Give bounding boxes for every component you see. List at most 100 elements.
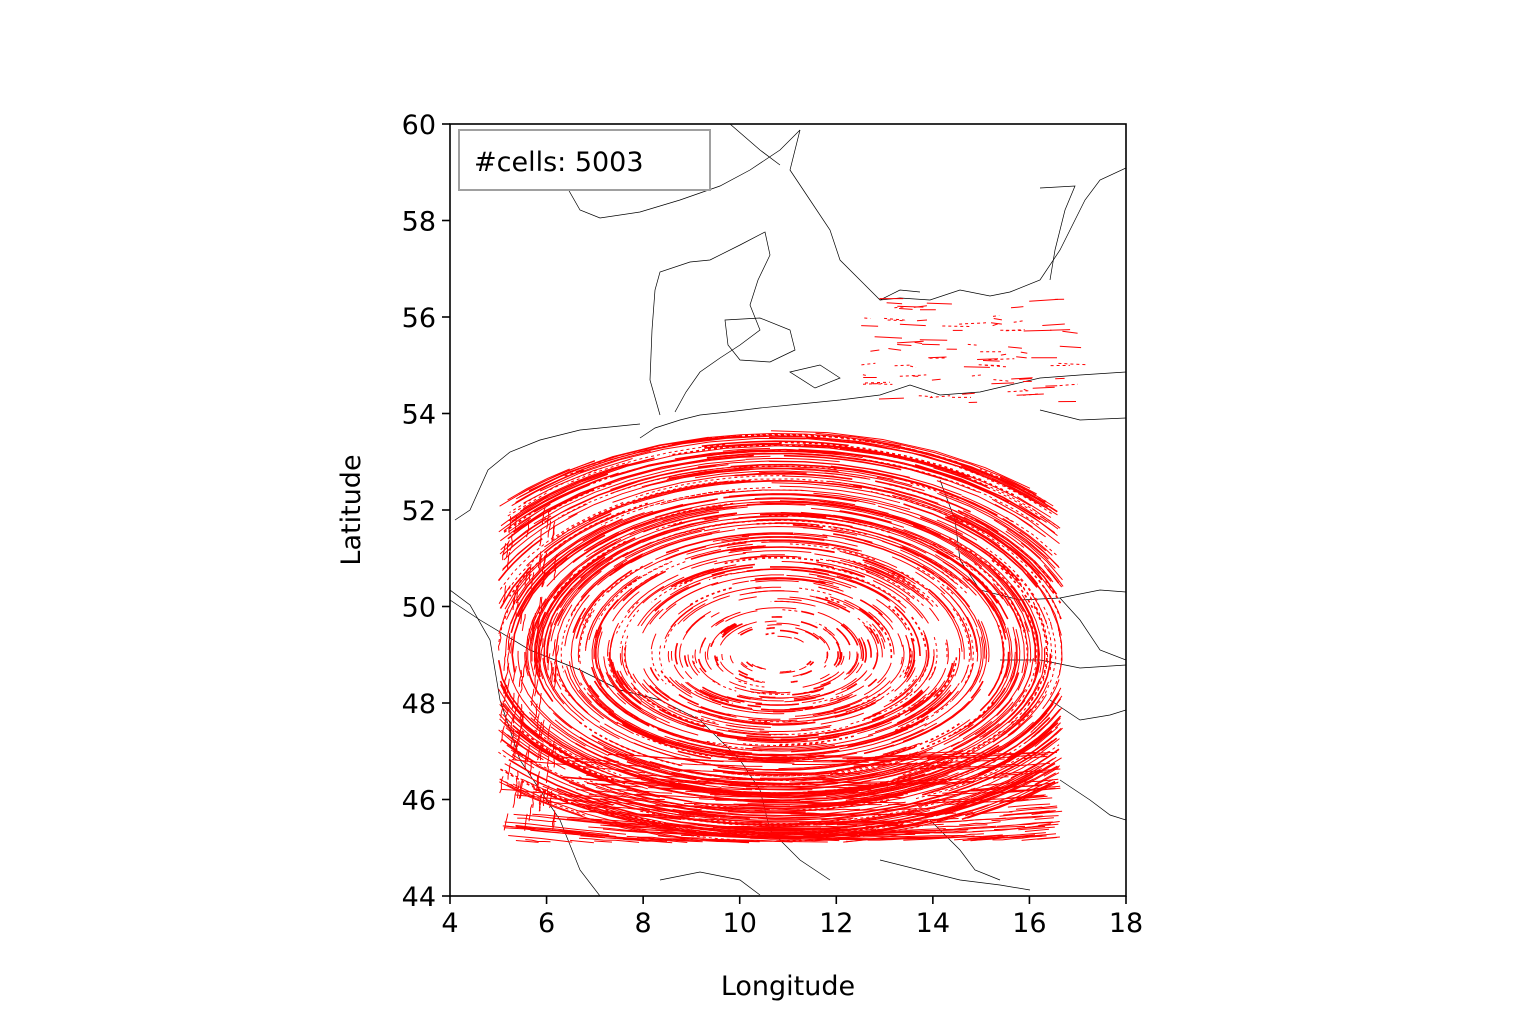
cell-track bbox=[928, 690, 950, 710]
cell-track bbox=[542, 508, 545, 525]
coastline-path bbox=[1060, 780, 1126, 820]
y-tick-label: 46 bbox=[402, 786, 436, 817]
cell-track bbox=[740, 629, 752, 635]
cell-track bbox=[1033, 387, 1055, 388]
cell-track bbox=[922, 344, 940, 345]
cell-track bbox=[894, 307, 905, 308]
cell-track bbox=[750, 689, 776, 692]
cell-track bbox=[553, 639, 556, 656]
cell-track bbox=[927, 303, 952, 304]
cell-track bbox=[748, 705, 761, 707]
cell-track bbox=[1014, 321, 1023, 322]
cell-track bbox=[917, 320, 927, 321]
cell-track bbox=[825, 790, 871, 791]
cell-track bbox=[993, 324, 998, 326]
cell-track bbox=[895, 607, 920, 656]
cell-track bbox=[1021, 352, 1028, 353]
cell-track bbox=[699, 659, 706, 672]
y-axis-ticks: 444648505254565860 bbox=[402, 110, 450, 913]
cell-track bbox=[1062, 331, 1077, 333]
cell-track bbox=[721, 662, 734, 675]
cell-track bbox=[766, 633, 775, 634]
cell-track bbox=[946, 643, 947, 657]
cell-track bbox=[499, 634, 501, 651]
x-tick-label: 12 bbox=[819, 908, 853, 939]
cell-track bbox=[700, 638, 706, 654]
cell-track bbox=[759, 472, 807, 473]
cell-track bbox=[543, 658, 564, 704]
coastline-path bbox=[1060, 598, 1126, 660]
cell-track bbox=[651, 634, 656, 650]
cell-track bbox=[929, 668, 946, 694]
cell-track bbox=[711, 613, 719, 618]
cell-track bbox=[951, 834, 984, 836]
cell-track bbox=[979, 365, 1001, 366]
cell-track bbox=[792, 689, 823, 695]
cell-track bbox=[625, 645, 636, 683]
cell-track bbox=[756, 581, 799, 582]
cell-track bbox=[929, 636, 937, 680]
cell-track bbox=[756, 704, 800, 705]
plot-area bbox=[450, 124, 1126, 896]
cell-track bbox=[524, 661, 526, 678]
cell-track bbox=[791, 681, 798, 682]
cell-track bbox=[879, 398, 904, 399]
cell-track bbox=[964, 367, 990, 368]
coastline-path bbox=[790, 130, 1126, 300]
cell-track bbox=[813, 633, 825, 643]
cell-track bbox=[750, 699, 784, 701]
cell-track bbox=[895, 365, 912, 366]
y-tick-label: 60 bbox=[402, 110, 436, 141]
cell-track bbox=[683, 616, 705, 640]
coastline-path bbox=[790, 365, 840, 388]
x-axis-ticks: 4 6 8 10 12 14 16 18 bbox=[441, 896, 1143, 939]
cell-track bbox=[529, 804, 532, 821]
cell-track bbox=[658, 729, 677, 736]
cell-track bbox=[775, 601, 816, 606]
cell-track bbox=[780, 610, 797, 611]
cell-track bbox=[1058, 363, 1085, 364]
cell-track bbox=[870, 350, 879, 351]
cell-track bbox=[600, 600, 618, 626]
cell-track bbox=[803, 677, 832, 687]
cell-track bbox=[743, 551, 812, 553]
cell-track bbox=[968, 344, 977, 345]
cell-track bbox=[861, 363, 875, 365]
y-tick-label: 50 bbox=[402, 593, 436, 624]
cell-track bbox=[890, 645, 904, 684]
cell-track bbox=[520, 676, 522, 693]
cell-track bbox=[1017, 394, 1044, 395]
cell-track bbox=[516, 694, 519, 711]
cell-track bbox=[739, 597, 757, 600]
cell-track bbox=[756, 787, 851, 788]
coastline-path bbox=[660, 872, 760, 895]
cell-track bbox=[711, 616, 729, 627]
cell-track bbox=[522, 614, 525, 631]
cell-track bbox=[790, 782, 889, 783]
cell-track bbox=[972, 375, 982, 376]
cell-track bbox=[825, 651, 828, 663]
cell-track bbox=[756, 608, 797, 610]
cell-track bbox=[676, 643, 678, 664]
cell-track bbox=[777, 599, 801, 601]
cell-track bbox=[900, 667, 906, 678]
cell-track bbox=[801, 622, 818, 628]
cell-track bbox=[864, 318, 870, 319]
cell-track bbox=[834, 687, 891, 714]
cell-track bbox=[652, 651, 666, 684]
cell-track bbox=[527, 746, 529, 763]
cell-track bbox=[860, 646, 861, 659]
cell-track bbox=[959, 822, 1000, 825]
cell-track bbox=[820, 672, 844, 686]
coastline-path bbox=[880, 860, 1030, 890]
cell-track bbox=[861, 326, 878, 327]
cell-track bbox=[929, 608, 939, 621]
cell-track bbox=[1042, 324, 1065, 326]
legend: #cells: 5003 bbox=[459, 130, 710, 190]
cell-track bbox=[947, 640, 949, 665]
cell-track bbox=[930, 396, 950, 398]
cell-track bbox=[1060, 384, 1078, 385]
x-tick-label: 16 bbox=[1012, 908, 1046, 939]
cell-track bbox=[846, 700, 876, 712]
cell-track bbox=[887, 303, 903, 304]
